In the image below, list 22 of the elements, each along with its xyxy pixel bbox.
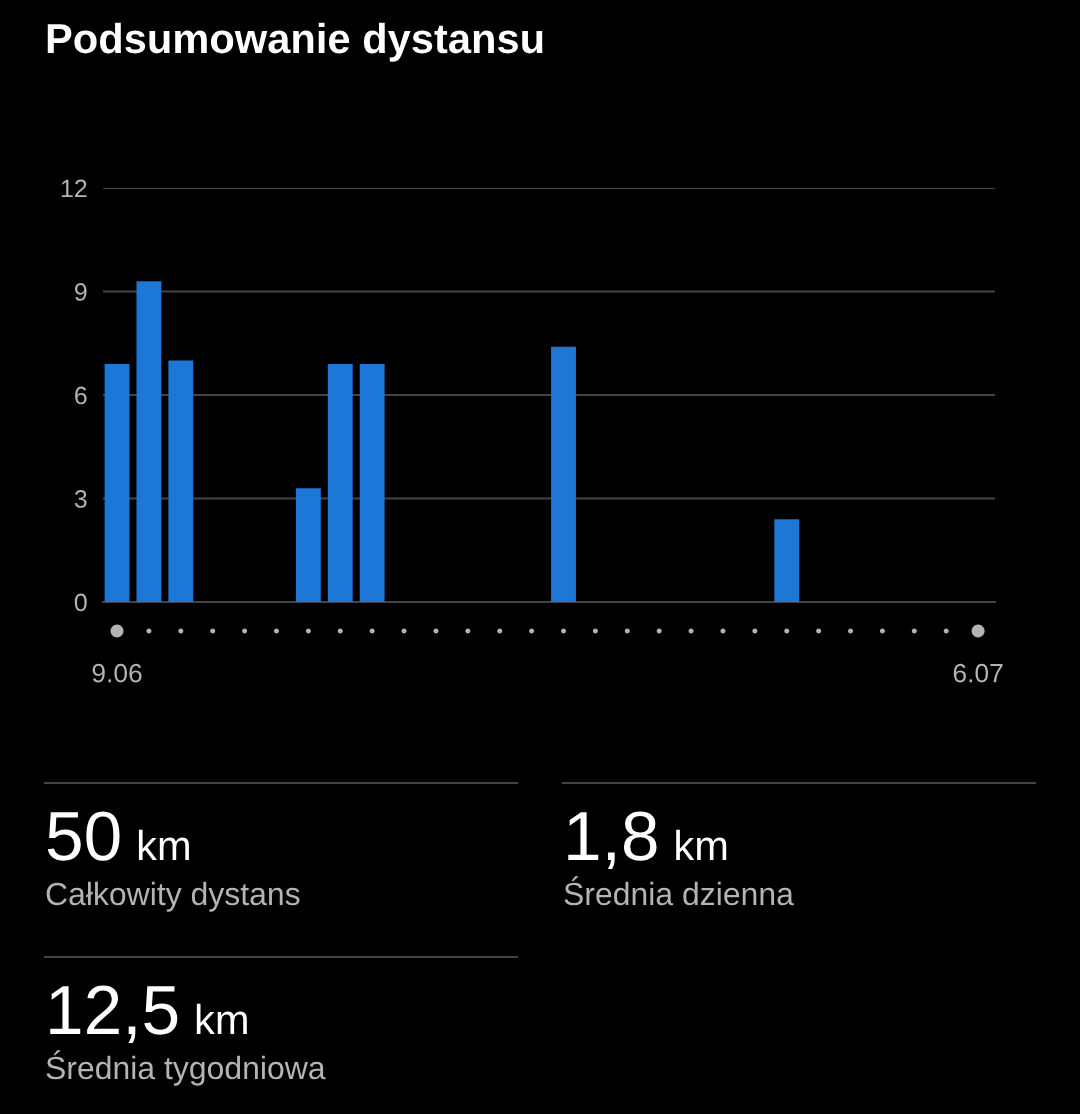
y-tick-label: 0	[74, 593, 87, 612]
bar	[774, 519, 800, 602]
text: Średnia tygodniowa	[46, 1050, 326, 1086]
bar	[551, 346, 576, 602]
bar	[327, 363, 353, 602]
chart-title: Podsumowanie dystansu	[47, 22, 543, 62]
bar	[136, 281, 162, 602]
y-tick-label: 6	[75, 386, 87, 405]
text: Średnia dzienna	[564, 876, 794, 906]
y-tick-label: 9	[74, 283, 87, 301]
text: Całkowity dystans	[46, 881, 300, 912]
y-tick-label: 12	[61, 179, 87, 198]
text: 50 km	[47, 811, 189, 861]
bar	[359, 363, 385, 602]
bar	[168, 360, 194, 602]
x-tick-label: 9.06	[92, 663, 142, 683]
bar	[104, 363, 130, 602]
y-tick-label: 3	[74, 490, 87, 508]
bar	[295, 488, 321, 602]
x-tick-label: 6.07	[953, 663, 1003, 683]
text: 12,5 km	[50, 985, 247, 1043]
text: 1,8 km	[568, 811, 727, 869]
